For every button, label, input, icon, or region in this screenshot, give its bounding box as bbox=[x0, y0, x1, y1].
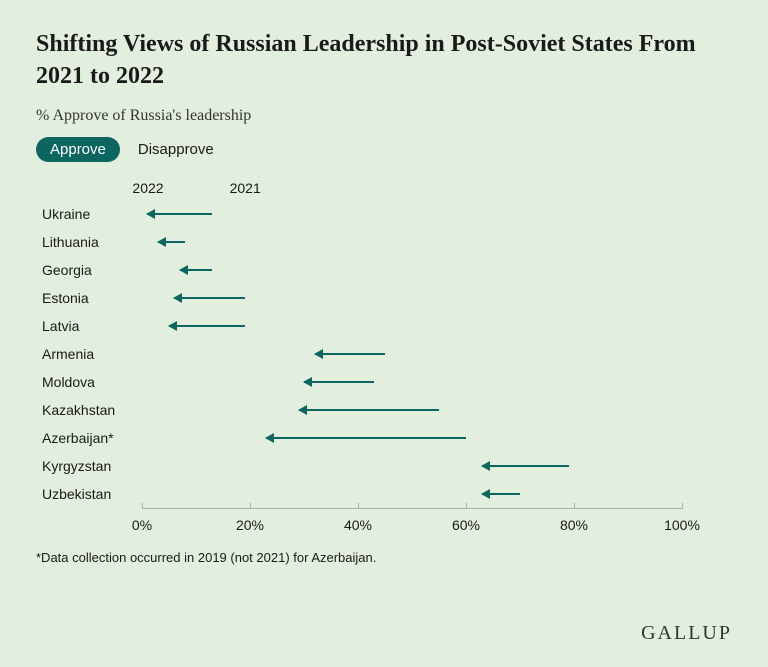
row-plot bbox=[142, 396, 682, 424]
arrow-head-icon bbox=[157, 237, 166, 247]
chart-title: Shifting Views of Russian Leadership in … bbox=[36, 28, 732, 93]
arrow-head-icon bbox=[265, 433, 274, 443]
gallup-logo: GALLUP bbox=[641, 622, 732, 645]
year-labels: 2022 2021 bbox=[142, 180, 682, 200]
row-label: Uzbekistan bbox=[42, 486, 142, 502]
row-label: Armenia bbox=[42, 346, 142, 362]
arrow-head-icon bbox=[481, 461, 490, 471]
x-tick: 60% bbox=[452, 509, 480, 533]
arrow-chart: 2022 2021 Ukraine Lithuania Georgia Estonia… bbox=[42, 180, 682, 544]
chart-rows: Ukraine Lithuania Georgia Estonia Latvia Arme… bbox=[42, 200, 682, 508]
row-label: Kazakhstan bbox=[42, 402, 142, 418]
chart-row: Kazakhstan bbox=[42, 396, 682, 424]
row-label: Lithuania bbox=[42, 234, 142, 250]
row-label: Latvia bbox=[42, 318, 142, 334]
row-label: Ukraine bbox=[42, 206, 142, 222]
row-plot bbox=[142, 284, 682, 312]
year-label-2022: 2022 bbox=[132, 180, 163, 196]
year-label-2021: 2021 bbox=[230, 180, 261, 196]
arrow-line bbox=[174, 297, 244, 299]
x-tick: 100% bbox=[664, 509, 700, 533]
arrow-head-icon bbox=[173, 293, 182, 303]
arrow-head-icon bbox=[298, 405, 307, 415]
row-plot bbox=[142, 452, 682, 480]
arrow-line bbox=[169, 325, 245, 327]
chart-row: Armenia bbox=[42, 340, 682, 368]
row-plot bbox=[142, 480, 682, 508]
legend: Approve Disapprove bbox=[36, 137, 732, 162]
x-tick: 20% bbox=[236, 509, 264, 533]
x-axis: 0%20%40%60%80%100% bbox=[142, 508, 682, 544]
row-label: Georgia bbox=[42, 262, 142, 278]
row-plot bbox=[142, 312, 682, 340]
chart-row: Georgia bbox=[42, 256, 682, 284]
row-label: Kyrgyzstan bbox=[42, 458, 142, 474]
chart-row: Moldova bbox=[42, 368, 682, 396]
arrow-head-icon bbox=[146, 209, 155, 219]
legend-approve-pill: Approve bbox=[36, 137, 120, 162]
arrow-line bbox=[315, 353, 385, 355]
chart-row: Ukraine bbox=[42, 200, 682, 228]
arrow-line bbox=[482, 465, 568, 467]
x-tick: 0% bbox=[132, 509, 152, 533]
row-plot bbox=[142, 424, 682, 452]
row-label: Estonia bbox=[42, 290, 142, 306]
x-tick: 80% bbox=[560, 509, 588, 533]
row-plot bbox=[142, 368, 682, 396]
row-plot bbox=[142, 340, 682, 368]
arrow-line bbox=[147, 213, 212, 215]
arrow-head-icon bbox=[168, 321, 177, 331]
row-plot bbox=[142, 200, 682, 228]
chart-row: Uzbekistan bbox=[42, 480, 682, 508]
legend-disapprove-label: Disapprove bbox=[138, 141, 214, 158]
footnote: *Data collection occurred in 2019 (not 2… bbox=[36, 550, 732, 565]
chart-row: Lithuania bbox=[42, 228, 682, 256]
chart-row: Latvia bbox=[42, 312, 682, 340]
arrow-line bbox=[266, 437, 466, 439]
arrow-head-icon bbox=[314, 349, 323, 359]
arrow-head-icon bbox=[179, 265, 188, 275]
chart-subtitle: % Approve of Russia's leadership bbox=[36, 107, 732, 125]
arrow-line bbox=[299, 409, 439, 411]
row-label: Azerbaijan* bbox=[42, 430, 142, 446]
x-tick: 40% bbox=[344, 509, 372, 533]
chart-row: Estonia bbox=[42, 284, 682, 312]
chart-row: Kyrgyzstan bbox=[42, 452, 682, 480]
row-label: Moldova bbox=[42, 374, 142, 390]
arrow-line bbox=[304, 381, 374, 383]
row-plot bbox=[142, 256, 682, 284]
chart-row: Azerbaijan* bbox=[42, 424, 682, 452]
arrow-head-icon bbox=[481, 489, 490, 499]
row-plot bbox=[142, 228, 682, 256]
arrow-head-icon bbox=[303, 377, 312, 387]
